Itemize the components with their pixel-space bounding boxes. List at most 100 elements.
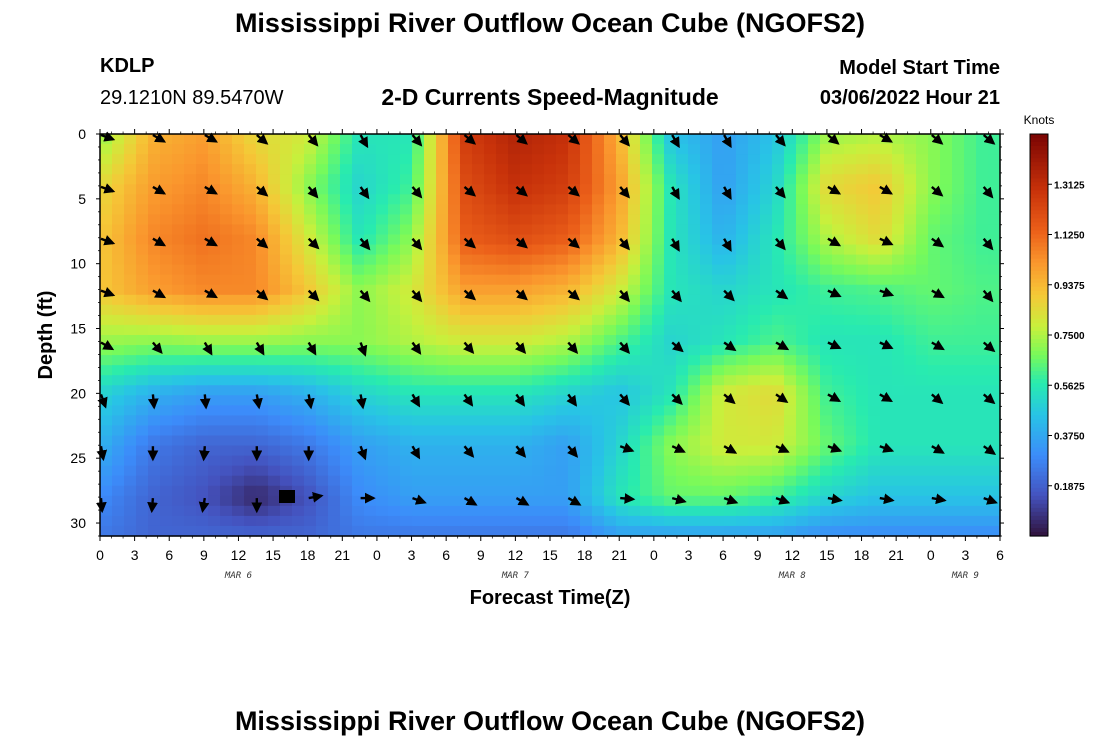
heatmap-cell <box>832 375 845 386</box>
heatmap-cell <box>964 435 977 447</box>
heatmap-cell <box>976 324 989 336</box>
heatmap-cell <box>592 465 605 477</box>
heatmap-cell <box>424 284 437 296</box>
heatmap-cell <box>112 475 125 487</box>
heatmap-cell <box>352 335 365 346</box>
heatmap-cell <box>328 395 341 406</box>
heatmap-cell <box>688 134 701 145</box>
heatmap-cell <box>508 485 521 497</box>
heatmap-cell <box>196 184 209 195</box>
colorbar-segment <box>1030 443 1048 449</box>
heatmap-cell <box>988 234 1001 246</box>
heatmap-cell <box>592 475 605 487</box>
current-vector <box>307 134 319 147</box>
heatmap-cell <box>700 505 713 517</box>
heatmap-cell <box>196 515 209 527</box>
heatmap-cell <box>940 184 953 195</box>
heatmap-cell <box>220 234 233 246</box>
heatmap-cell <box>952 194 965 205</box>
heatmap-cell <box>892 184 905 195</box>
heatmap-cell <box>868 154 881 165</box>
heatmap-cell <box>856 355 869 366</box>
heatmap-cell <box>220 495 233 507</box>
heatmap-cell <box>520 425 533 437</box>
heatmap-cell <box>724 274 737 286</box>
heatmap-cell <box>436 375 449 386</box>
heatmap-cell <box>976 214 989 226</box>
heatmap-cell <box>628 204 641 215</box>
heatmap-cell <box>724 375 737 386</box>
heatmap-cell <box>256 335 269 346</box>
heatmap-cell <box>112 284 125 296</box>
heatmap-cell <box>580 435 593 447</box>
heatmap-cell <box>268 455 281 467</box>
heatmap-cell <box>844 284 857 296</box>
heatmap-cell <box>736 345 749 356</box>
heatmap-cell <box>280 475 293 487</box>
heatmap-cell <box>196 485 209 497</box>
colorbar-segment <box>1030 459 1048 465</box>
heatmap-cell <box>808 314 821 326</box>
x-axis-label: Forecast Time(Z) <box>470 587 631 609</box>
heatmap-cell <box>196 355 209 366</box>
heatmap-cell <box>364 304 377 316</box>
x-tick-label: 0 <box>650 547 658 563</box>
heatmap-cell <box>424 234 437 246</box>
heatmap-cell <box>148 144 161 155</box>
colorbar-segment <box>1030 415 1048 421</box>
heatmap-cell <box>880 435 893 447</box>
heatmap-cell <box>388 365 401 376</box>
heatmap-cell <box>688 425 701 437</box>
heatmap-cell <box>136 425 149 437</box>
heatmap-cell <box>736 204 749 215</box>
heatmap-cell <box>916 405 929 416</box>
heatmap-cell <box>436 194 449 205</box>
heatmap-cell <box>292 294 305 306</box>
heatmap-cell <box>196 264 209 276</box>
heatmap-cell <box>484 355 497 366</box>
heatmap-cell <box>820 365 833 376</box>
heatmap-cell <box>100 475 113 487</box>
x-tick-label: 3 <box>131 547 139 563</box>
heatmap-cell <box>988 224 1001 236</box>
heatmap-cell <box>436 234 449 246</box>
heatmap-cell <box>796 144 809 155</box>
heatmap-cell <box>880 294 893 306</box>
heatmap-cell <box>820 324 833 336</box>
heatmap-cell <box>496 224 509 236</box>
heatmap-cell <box>484 244 497 256</box>
heatmap-cell <box>700 244 713 256</box>
heatmap-cell <box>436 324 449 336</box>
heatmap-cell <box>304 274 317 286</box>
heatmap-cell <box>904 485 917 497</box>
heatmap-cell <box>508 324 521 336</box>
heatmap-cell <box>868 134 881 145</box>
heatmap-cell <box>724 485 737 497</box>
heatmap-cell <box>532 375 545 386</box>
heatmap-cell <box>316 365 329 376</box>
heatmap-cell <box>820 355 833 366</box>
heatmap-cell <box>604 465 617 477</box>
heatmap-cell <box>628 184 641 195</box>
heatmap-cell <box>688 194 701 205</box>
heatmap-cell <box>676 375 689 386</box>
heatmap-cell <box>460 144 473 155</box>
colorbar-tick-label: 0.5625 <box>1054 381 1085 392</box>
heatmap-cell <box>436 284 449 296</box>
heatmap-cell <box>712 164 725 175</box>
heatmap-cell <box>784 495 797 507</box>
heatmap-cell <box>544 495 557 507</box>
heatmap-cell <box>808 525 821 537</box>
colorbar-segment <box>1030 318 1048 324</box>
heatmap-cell <box>892 505 905 517</box>
heatmap-cell <box>100 314 113 326</box>
heatmap-cell <box>640 355 653 366</box>
heatmap-cell <box>808 164 821 175</box>
heatmap-cell <box>196 475 209 487</box>
heatmap-cell <box>124 405 137 416</box>
heatmap-cell <box>784 365 797 376</box>
heatmap-cell <box>448 505 461 517</box>
heatmap-cell <box>796 355 809 366</box>
heatmap-cell <box>760 284 773 296</box>
heatmap-cell <box>796 425 809 437</box>
